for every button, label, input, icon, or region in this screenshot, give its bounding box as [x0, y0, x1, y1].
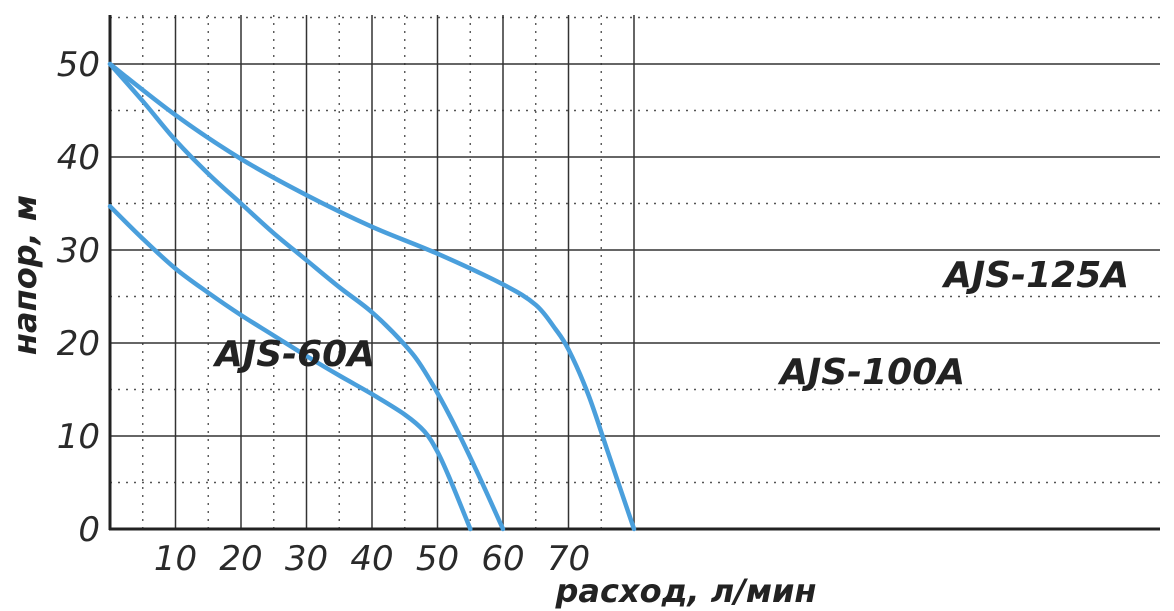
x-tick-label: 70: [547, 539, 590, 579]
series-lines: [107, 61, 637, 532]
series-line-ajs-60a: [107, 204, 473, 532]
series-line-ajs-125a: [107, 61, 637, 532]
series-label-ajs-125a: AJS-125A: [941, 255, 1129, 296]
series-label-ajs-60a: AJS-60A: [212, 334, 375, 375]
x-tick-label: 60: [481, 539, 524, 579]
y-tick-label: 50: [57, 45, 100, 85]
series-line-ajs-100a: [107, 61, 506, 532]
minor-grid: [110, 15, 1160, 529]
series-label-ajs-100a: AJS-100A: [777, 352, 965, 393]
y-axis-title: напор, м: [6, 195, 44, 355]
y-tick-label: 10: [57, 417, 100, 457]
y-tick-label: 40: [57, 138, 100, 178]
x-tick-label: 30: [285, 539, 328, 579]
x-tick-label: 40: [350, 539, 393, 579]
x-tick-labels: 10 20 30 40 50 60 70: [154, 539, 590, 579]
major-grid: [110, 15, 1160, 529]
x-tick-label: 50: [416, 539, 459, 579]
y-tick-label: 30: [57, 231, 100, 271]
x-axis-title: расход, л/мин: [554, 572, 816, 610]
y-tick-label: 20: [57, 324, 100, 364]
y-tick-labels: 0 10 20 30 40 50: [57, 45, 100, 550]
x-tick-label: 20: [219, 539, 262, 579]
x-tick-label: 10: [154, 539, 197, 579]
y-tick-label: 0: [78, 510, 100, 550]
